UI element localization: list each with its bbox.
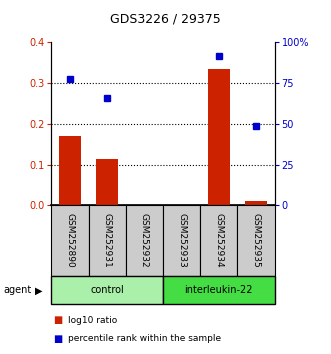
Text: ■: ■ — [53, 334, 62, 344]
Text: GSM252935: GSM252935 — [252, 213, 260, 268]
Text: GSM252932: GSM252932 — [140, 213, 149, 268]
Bar — [51, 205, 88, 276]
Bar — [126, 205, 163, 276]
Text: ■: ■ — [53, 315, 62, 325]
Bar — [51, 276, 163, 304]
Text: GSM252933: GSM252933 — [177, 213, 186, 268]
Bar — [163, 205, 200, 276]
Text: control: control — [90, 285, 124, 295]
Bar — [208, 69, 230, 205]
Bar — [245, 201, 267, 205]
Bar — [237, 205, 275, 276]
Bar — [59, 136, 81, 205]
Bar — [88, 205, 126, 276]
Text: agent: agent — [3, 285, 31, 295]
Text: interleukin-22: interleukin-22 — [185, 285, 253, 295]
Text: log10 ratio: log10 ratio — [68, 316, 117, 325]
Bar — [96, 159, 118, 205]
Text: ▶: ▶ — [35, 285, 42, 295]
Bar — [200, 205, 237, 276]
Text: GSM252934: GSM252934 — [214, 213, 223, 268]
Text: GDS3226 / 29375: GDS3226 / 29375 — [110, 12, 221, 25]
Bar — [163, 276, 275, 304]
Text: GSM252890: GSM252890 — [66, 213, 74, 268]
Text: percentile rank within the sample: percentile rank within the sample — [68, 334, 221, 343]
Text: GSM252931: GSM252931 — [103, 213, 112, 268]
